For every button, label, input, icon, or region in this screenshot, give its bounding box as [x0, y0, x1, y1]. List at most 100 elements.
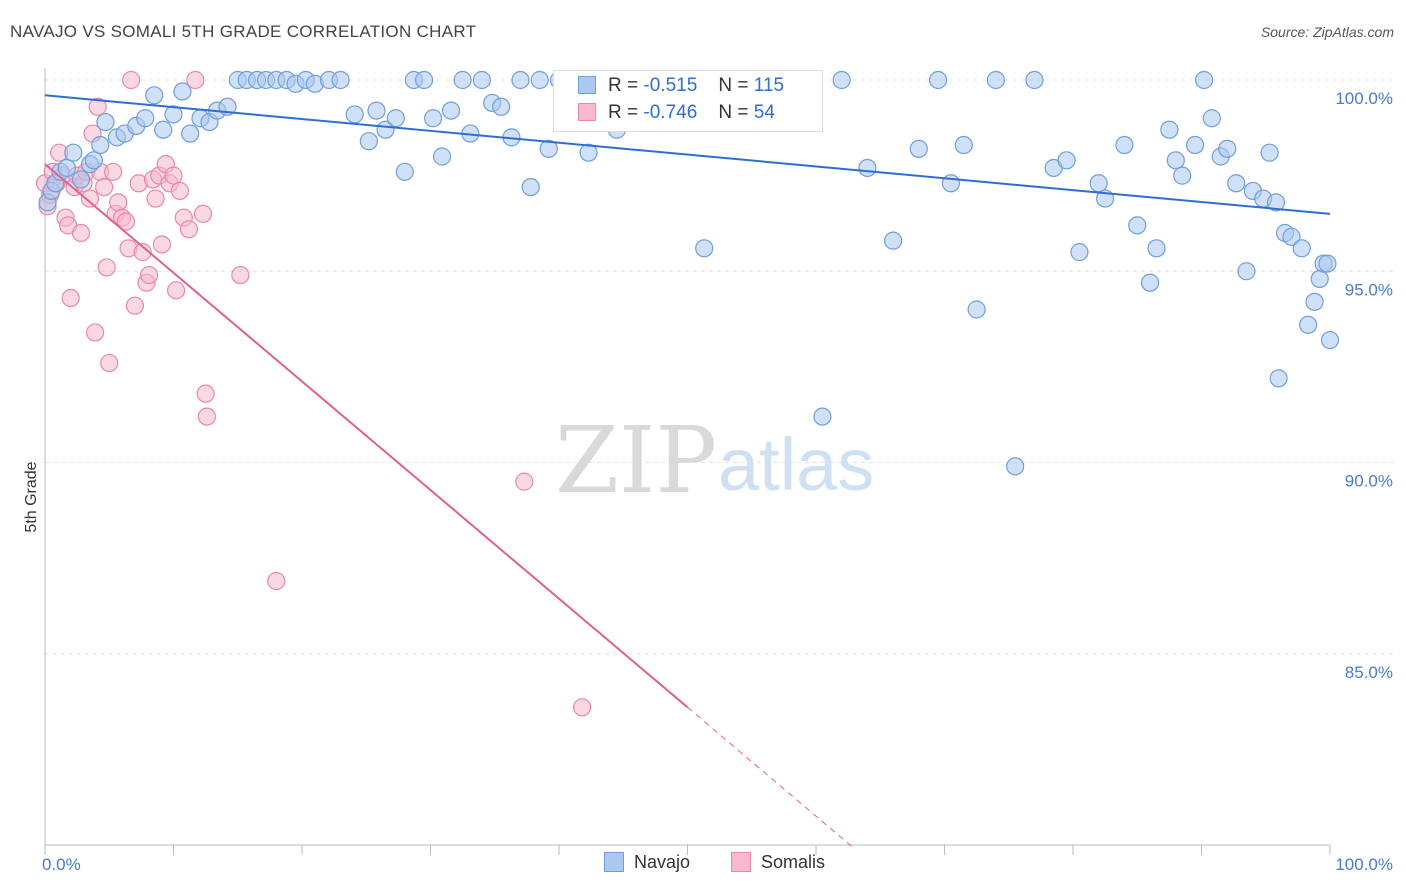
somali-legend-swatch — [731, 852, 751, 872]
navajo-point — [1237, 262, 1256, 281]
navajo-point — [472, 70, 491, 90]
somali-point — [231, 265, 250, 285]
navajo-point — [954, 135, 973, 155]
navajo-point — [1185, 135, 1205, 155]
somali-point — [515, 472, 534, 491]
navajo-point — [530, 70, 549, 90]
navajo-point — [1260, 143, 1279, 162]
somali-point — [80, 189, 100, 208]
gridlines — [45, 79, 1395, 655]
navajo-point — [154, 120, 173, 139]
watermark: ZIP atlas — [555, 407, 874, 514]
correlation-legend: R = -0.515 N = 115 R = -0.746 N = 54 — [553, 70, 823, 132]
navajo-point — [1006, 457, 1025, 476]
navajo-point — [96, 112, 115, 132]
navajo-point — [136, 109, 155, 128]
somali-point — [109, 193, 128, 212]
navajo-point — [1218, 139, 1237, 158]
navajo-point — [511, 70, 530, 90]
navajo-point — [432, 147, 452, 166]
x-tick-label: 0.0% — [42, 855, 81, 874]
navajo-point — [967, 300, 986, 319]
navajo-point — [1115, 135, 1134, 155]
navajo-point — [1089, 174, 1108, 193]
navajo-point — [386, 109, 405, 128]
somali-point — [186, 70, 205, 90]
somali-point — [267, 571, 286, 591]
y-tick-label: 90.0% — [1345, 472, 1393, 491]
navajo-point — [91, 135, 110, 155]
somali-trend-line — [44, 163, 689, 709]
navajo-point — [521, 178, 540, 197]
legend-n-value: 54 — [753, 102, 775, 123]
navajo-point — [1299, 315, 1318, 334]
navajo-point — [695, 239, 714, 258]
navajo-point — [331, 70, 350, 90]
x-tick-labels: 0.0% 100.0% — [42, 855, 1393, 874]
x-tick-label: 100.0% — [1335, 855, 1393, 874]
somali-point — [95, 178, 114, 197]
source-label: Source: ZipAtlas.com — [1260, 24, 1394, 40]
somali-point — [88, 97, 107, 116]
chart-title: NAVAJO VS SOMALI 5TH GRADE CORRELATION C… — [10, 22, 477, 41]
somali-point — [166, 281, 186, 300]
navajo-point — [1292, 239, 1311, 258]
y-tick-label: 85.0% — [1345, 663, 1393, 682]
somali-point — [170, 181, 190, 201]
somali-point — [573, 698, 592, 717]
navajo-point — [1266, 193, 1286, 212]
navajo-point — [986, 70, 1006, 90]
legend-item-somalis[interactable]: Somalis — [731, 852, 825, 873]
somali-point — [139, 265, 159, 285]
navajo-point — [367, 101, 386, 120]
legend-item-navajo[interactable]: Navajo — [604, 852, 690, 873]
navajo-point — [1070, 243, 1089, 262]
legend-r-value: -0.515 — [643, 75, 698, 96]
navajo-point — [1140, 273, 1160, 292]
navajo-point — [423, 109, 443, 128]
somali-point — [116, 212, 136, 231]
navajo-point — [579, 143, 598, 162]
navajo-point — [1160, 120, 1179, 139]
navajo-trend-line — [44, 94, 1331, 215]
navajo-point — [1166, 151, 1185, 170]
navajo-point — [1025, 70, 1044, 90]
navajo-point — [1320, 331, 1340, 350]
navajo-point — [813, 407, 832, 426]
navajo-point — [928, 70, 948, 90]
legend-r-value: -0.746 — [643, 102, 698, 123]
legend-label-somalis: Somalis — [761, 852, 826, 872]
somali-swatch — [578, 103, 596, 121]
navajo-point — [164, 105, 183, 124]
somali-point — [104, 162, 123, 181]
somali-point — [152, 235, 172, 254]
navajo-point — [492, 97, 511, 116]
navajo-point — [345, 105, 364, 124]
navajo-point — [1269, 369, 1288, 388]
legend-n-value: 115 — [753, 75, 785, 96]
navajo-swatch — [578, 76, 596, 94]
legend-n-label: N = — [718, 102, 749, 123]
navajo-point — [539, 139, 558, 158]
legend-label-navajo: Navajo — [634, 852, 691, 872]
navajo-point — [84, 151, 103, 170]
somali-point — [193, 204, 213, 223]
navajo-point — [909, 139, 928, 158]
navajo-point — [832, 70, 851, 90]
navajo-point — [359, 132, 378, 151]
legend-row-navajo: R = -0.515 N = 115 — [578, 75, 784, 101]
navajo-point — [1305, 292, 1324, 311]
somali-point — [61, 288, 80, 308]
legend-r-label: R = — [608, 102, 639, 123]
legend-n-label: N = — [718, 75, 749, 96]
legend-row-somali: R = -0.746 N = 54 — [578, 102, 775, 128]
somali-point — [197, 407, 217, 426]
navajo-point — [1282, 227, 1301, 246]
somali-point — [97, 258, 116, 277]
y-axis-label: 5th Grade — [23, 461, 40, 532]
navajo-point — [1057, 151, 1076, 170]
watermark-atlas: atlas — [718, 423, 874, 506]
somali-point — [125, 296, 145, 315]
navajo-point — [441, 101, 461, 120]
navajo-point — [941, 174, 961, 193]
